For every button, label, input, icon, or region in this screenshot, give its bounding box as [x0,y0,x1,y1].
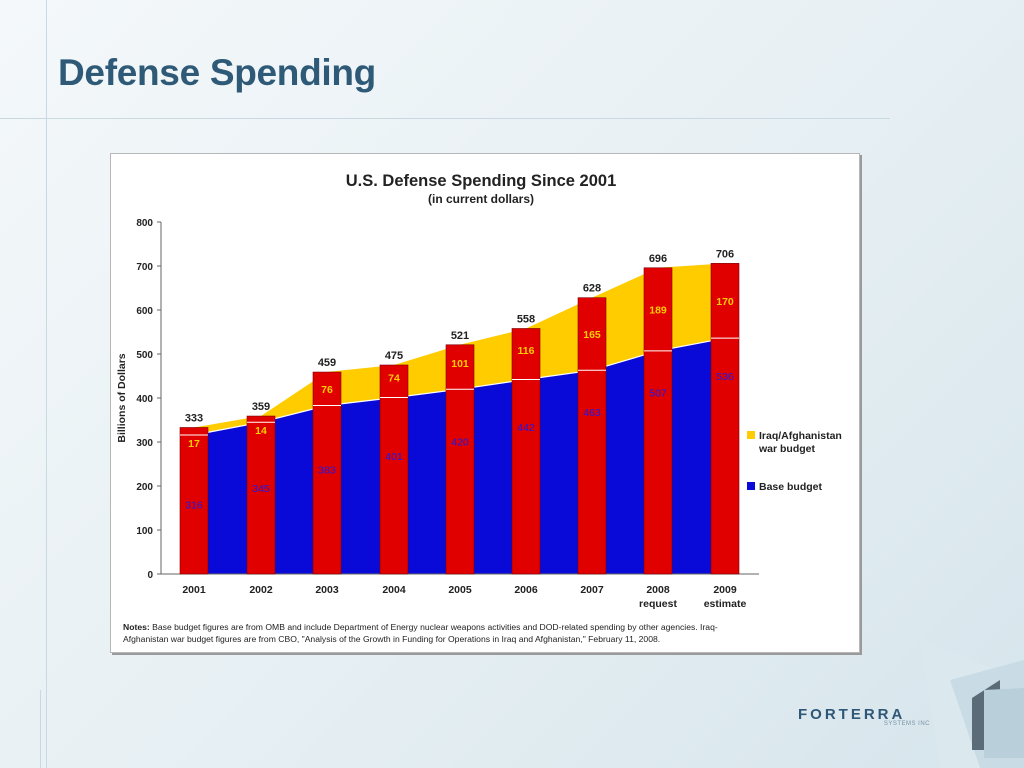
x-tick-label: 2008 [646,584,670,596]
decorative-vertical-line-bottom [40,690,41,768]
bar-8 [710,263,740,575]
war-budget-label: 165 [583,329,601,341]
slide-title: Defense Spending [58,52,376,93]
base-budget-label: 383 [318,465,336,477]
x-tick-label: 2001 [182,584,206,596]
total-label: 696 [649,253,667,265]
total-label: 521 [451,330,469,342]
chart-notes-line-1: Notes: Base budget figures are from OMB … [123,622,718,632]
x-tick-label: 2005 [448,584,472,596]
bar-5 [511,328,541,575]
total-label: 459 [318,357,336,369]
decorative-horizontal-line [0,118,890,119]
legend-label-base-budget: Base budget [759,481,823,493]
total-label: 359 [252,401,270,413]
x-tick-label: 2006 [514,584,538,596]
forterra-logo: FORTERRA SYSTEMS INC [798,706,938,746]
total-label: 706 [716,248,734,260]
x-tick-label: 2002 [249,584,273,596]
war-budget-label: 74 [388,372,400,384]
war-budget-label: 116 [518,345,535,357]
x-tick-label: request [639,598,677,610]
legend-swatch-war-budget [747,431,755,439]
defense-spending-chart: U.S. Defense Spending Since 2001 (in curr… [116,172,842,644]
logo-name: FORTERRA [798,706,906,723]
war-budget-label: 170 [716,296,734,308]
decorative-vertical-line [46,0,47,768]
chart-subtitle: (in current dollars) [428,192,534,206]
war-budget-label: 189 [649,304,667,316]
chart-notes-line-2: Afghanistan war budget figures are from … [123,634,660,644]
base-budget-label: 507 [649,387,667,399]
war-budget-label: 14 [255,425,267,437]
y-axis-label: Billions of Dollars [116,353,128,442]
notes-label: Notes: [123,622,150,632]
base-budget-label: 316 [185,499,203,511]
war-budget-label: 17 [188,438,200,450]
total-label: 333 [185,412,203,424]
bar-6 [577,297,607,575]
chart-title: U.S. Defense Spending Since 2001 [346,172,617,190]
base-budget-label: 420 [451,437,469,449]
decorative-corner-shapes [920,640,1024,768]
bar-7 [643,267,673,575]
y-tick-label: 300 [136,438,153,449]
war-budget-label: 101 [451,358,469,370]
chart-frame: U.S. Defense Spending Since 2001 (in curr… [110,153,860,653]
total-label: 558 [517,313,535,325]
total-label: 628 [583,283,601,295]
x-tick-label: estimate [704,598,747,610]
base-budget-label: 463 [583,407,601,419]
y-tick-label: 100 [136,526,153,537]
x-tick-label: 2007 [580,584,604,596]
x-tick-label: 2009 [713,584,737,596]
y-tick-label: 600 [136,306,153,317]
bar-4 [445,344,475,575]
base-budget-label: 401 [385,451,403,463]
y-tick-label: 700 [136,262,153,273]
bar-3 [379,364,409,575]
y-tick-label: 0 [147,570,153,581]
x-tick-label: 2004 [382,584,406,596]
base-budget-label: 536 [716,371,734,383]
y-tick-label: 500 [136,350,153,361]
total-label: 475 [385,350,403,362]
y-tick-label: 800 [136,218,153,229]
base-budget-label: 345 [252,483,270,495]
x-tick-label: 2003 [315,584,339,596]
y-tick-label: 200 [136,482,153,493]
legend-label-war-budget: war budget [758,443,816,455]
legend-label-war-budget: Iraq/Afghanistan [759,430,842,442]
legend-swatch-base-budget [747,482,755,490]
notes-text: Base budget figures are from OMB and inc… [150,622,718,632]
war-budget-label: 76 [321,384,333,396]
bar-1 [246,415,276,575]
y-tick-label: 400 [136,394,153,405]
base-budget-label: 442 [517,422,535,434]
bar-0 [179,427,209,575]
logo-subtitle: SYSTEMS INC [883,721,930,727]
